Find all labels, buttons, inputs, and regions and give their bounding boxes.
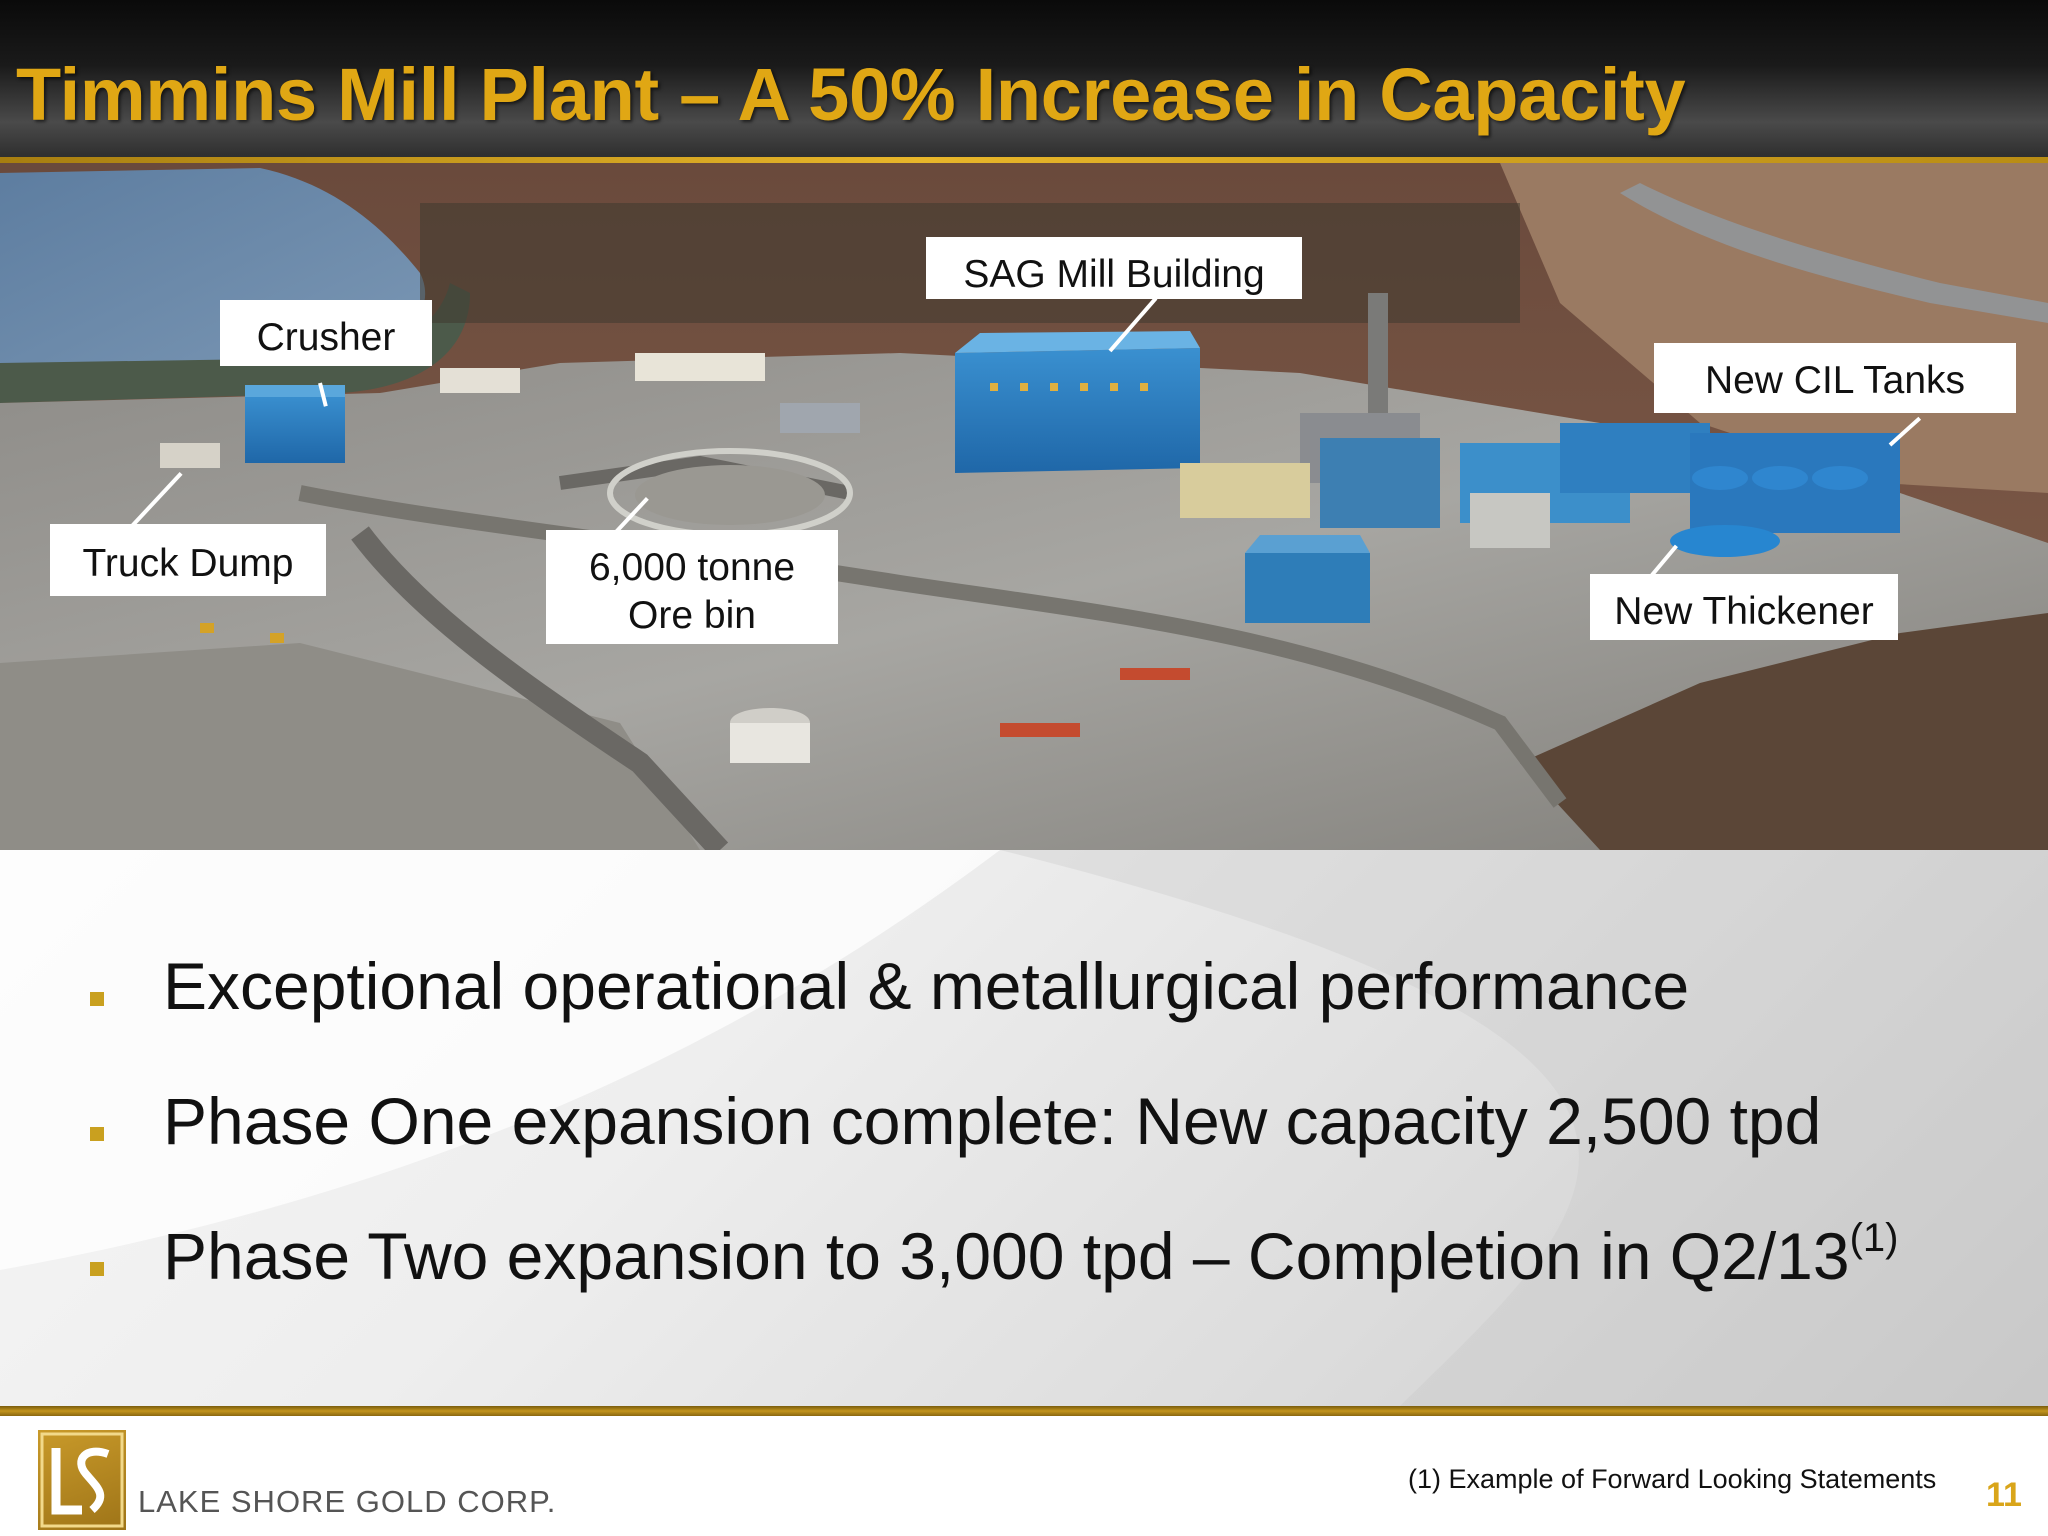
bullet-marker: [90, 992, 104, 1006]
slide-title: Timmins Mill Plant – A 50% Increase in C…: [16, 53, 1686, 136]
bullet-text-main: Phase Two expansion to 3,000 tpd – Compl…: [163, 1219, 1850, 1293]
company-logo: [38, 1430, 126, 1530]
callout-ore-bin: 6,000 tonne Ore bin: [546, 530, 838, 644]
callout-sag-mill-building: SAG Mill Building: [926, 237, 1302, 299]
logo-mark: [40, 1432, 124, 1528]
footnote-reference: (1): [1849, 1216, 1899, 1260]
bullet-text: Exceptional operational & metallurgical …: [163, 949, 1690, 1023]
header-divider: [0, 157, 2048, 163]
callout-ore-bin-line1: 6,000 tonne: [588, 546, 796, 589]
aerial-mill-photo: SAG Mill Building Crusher New CIL Tanks …: [0, 163, 2048, 850]
bullet-marker: [90, 1127, 104, 1141]
callout-new-thickener: New Thickener: [1590, 574, 1898, 640]
company-name: LAKE SHORE GOLD CORP.: [138, 1484, 557, 1519]
bullet-section: Exceptional operational & metallurgical …: [0, 850, 2048, 1406]
bullet-text: Phase One expansion complete: New capaci…: [163, 1084, 1822, 1158]
callout-ore-bin-line2: Ore bin: [628, 593, 756, 637]
callout-truck-dump: Truck Dump: [50, 524, 326, 596]
page-number: 11: [1986, 1476, 2022, 1514]
footnote: (1) Example of Forward Looking Statement…: [1408, 1464, 1937, 1494]
background-sweep: [0, 850, 2048, 1406]
mill-site-illustration: [0, 163, 2048, 850]
callout-crusher: Crusher: [220, 300, 432, 366]
bullet-marker: [90, 1262, 104, 1276]
slide-header: Timmins Mill Plant – A 50% Increase in C…: [0, 0, 2048, 163]
slide-footer: LAKE SHORE GOLD CORP. (1) Example of For…: [0, 1416, 2048, 1536]
bullet-text: Phase Two expansion to 3,000 tpd – Compl…: [163, 1218, 1898, 1294]
footer-divider: [0, 1406, 2048, 1416]
callout-new-cil-tanks: New CIL Tanks: [1654, 343, 2016, 413]
